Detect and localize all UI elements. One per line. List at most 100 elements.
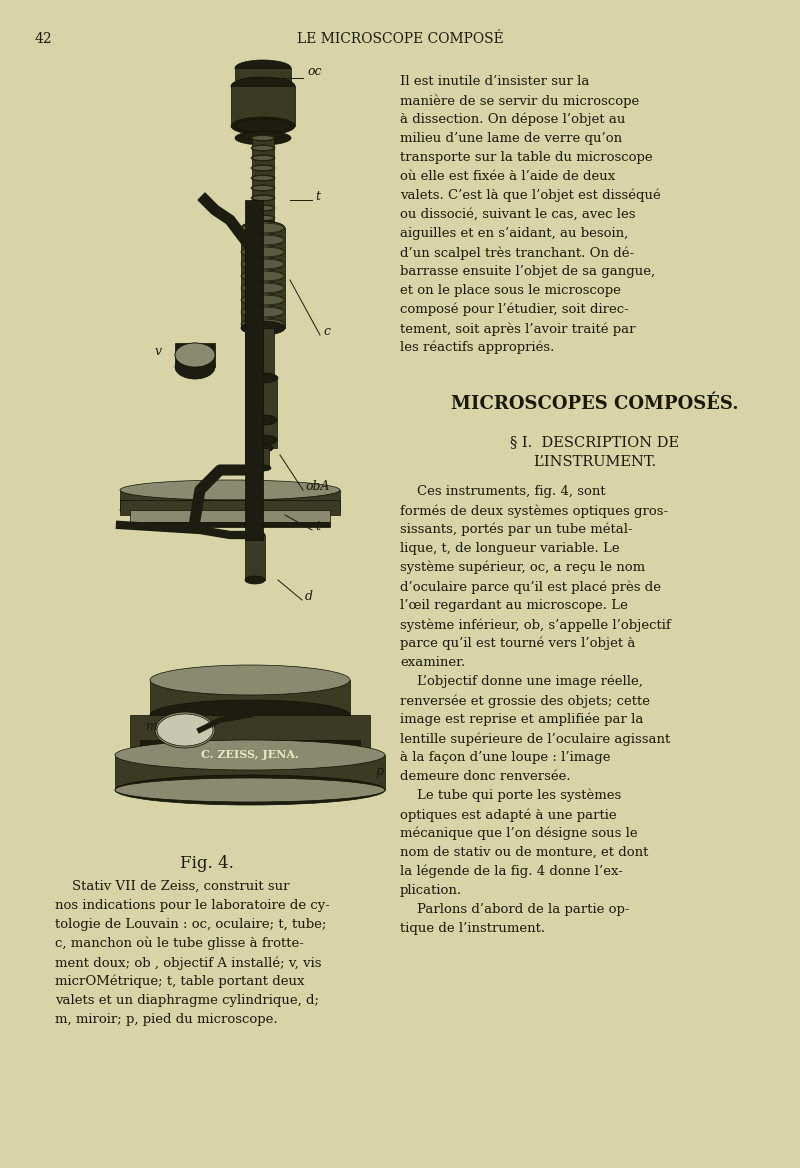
Text: obA: obA (305, 480, 330, 493)
Ellipse shape (241, 258, 285, 270)
Text: d’oculaire parce qu’il est placé près de: d’oculaire parce qu’il est placé près de (400, 580, 661, 593)
Ellipse shape (248, 373, 278, 383)
Ellipse shape (120, 480, 340, 500)
Ellipse shape (249, 434, 277, 445)
Text: MICROSCOPES COMPOSÉS.: MICROSCOPES COMPOSÉS. (451, 395, 739, 413)
Ellipse shape (241, 246, 285, 258)
Bar (245, 535, 265, 580)
Text: tologie de Louvain : oc, oculaire; t, tube;: tologie de Louvain : oc, oculaire; t, tu… (55, 918, 326, 931)
Text: LE MICROSCOPE COMPOSÉ: LE MICROSCOPE COMPOSÉ (297, 32, 503, 46)
Ellipse shape (251, 155, 275, 161)
Bar (115, 755, 385, 790)
Ellipse shape (255, 465, 271, 471)
Text: lentille supérieure de l’oculaire agissant: lentille supérieure de l’oculaire agissa… (400, 732, 670, 745)
Ellipse shape (175, 355, 215, 378)
Text: image est reprise et amplifiée par la: image est reprise et amplifiée par la (400, 712, 643, 726)
Bar (120, 500, 340, 515)
Ellipse shape (252, 146, 274, 151)
Text: m, miroir; p, pied du microscope.: m, miroir; p, pied du microscope. (55, 1013, 278, 1026)
Ellipse shape (242, 296, 284, 305)
Ellipse shape (155, 712, 215, 748)
Bar (175, 343, 215, 367)
Text: aiguilles et en s’aidant, au besoin,: aiguilles et en s’aidant, au besoin, (400, 227, 628, 239)
Text: nos indications pour le laboratoire de cy-: nos indications pour le laboratoire de c… (55, 899, 330, 912)
Ellipse shape (251, 175, 275, 181)
Ellipse shape (251, 206, 275, 211)
Ellipse shape (175, 343, 215, 367)
Bar (252, 138, 274, 228)
Ellipse shape (242, 319, 284, 329)
Ellipse shape (242, 246, 284, 257)
Ellipse shape (249, 415, 277, 425)
Ellipse shape (235, 131, 291, 145)
Ellipse shape (175, 343, 215, 367)
Text: composé pour l’étudier, soit direc-: composé pour l’étudier, soit direc- (400, 303, 629, 317)
Ellipse shape (115, 741, 385, 770)
Ellipse shape (251, 135, 275, 141)
Ellipse shape (231, 117, 295, 135)
Text: Parlons d’abord de la partie op-: Parlons d’abord de la partie op- (400, 903, 630, 916)
Ellipse shape (231, 77, 295, 95)
Text: p: p (375, 765, 383, 778)
Ellipse shape (150, 665, 350, 695)
Ellipse shape (251, 165, 275, 171)
Text: lique, t, de longueur variable. Le: lique, t, de longueur variable. Le (400, 542, 620, 555)
Text: Ces instruments, fig. 4, sont: Ces instruments, fig. 4, sont (400, 485, 606, 498)
Text: milieu d’une lame de verre qu’on: milieu d’une lame de verre qu’on (400, 132, 622, 145)
Ellipse shape (115, 776, 385, 805)
Text: valets. C’est là que l’objet est disséqué: valets. C’est là que l’objet est disséqu… (400, 189, 661, 202)
Text: nom de stativ ou de monture, et dont: nom de stativ ou de monture, et dont (400, 846, 648, 858)
Text: m: m (145, 719, 157, 734)
Text: v: v (155, 345, 162, 359)
Text: l’œil regardant au microscope. Le: l’œil regardant au microscope. Le (400, 599, 628, 612)
Ellipse shape (253, 444, 273, 452)
Text: t: t (315, 520, 320, 533)
Text: d’un scalpel très tranchant. On dé-: d’un scalpel très tranchant. On dé- (400, 246, 634, 259)
Bar (140, 741, 360, 770)
Text: plication.: plication. (400, 884, 462, 897)
Ellipse shape (241, 222, 285, 234)
Text: les réactifs appropriés.: les réactifs appropriés. (400, 341, 554, 355)
Bar (249, 126, 277, 138)
Bar (245, 200, 263, 540)
Text: manière de se servir du microscope: manière de se servir du microscope (400, 93, 639, 107)
Text: Stativ VII de Zeiss, construit sur: Stativ VII de Zeiss, construit sur (55, 880, 290, 894)
Ellipse shape (115, 778, 385, 802)
Bar (248, 220, 258, 245)
Text: § I.  DESCRIPTION DE: § I. DESCRIPTION DE (510, 434, 679, 449)
Bar (130, 522, 330, 527)
Ellipse shape (235, 119, 291, 133)
Ellipse shape (235, 60, 291, 76)
Ellipse shape (241, 270, 285, 281)
Text: et on le place sous le microscope: et on le place sous le microscope (400, 284, 621, 297)
Ellipse shape (242, 307, 284, 317)
Text: parce qu’il est tourné vers l’objet à: parce qu’il est tourné vers l’objet à (400, 637, 635, 651)
Ellipse shape (242, 259, 284, 269)
Bar (249, 378, 277, 449)
Ellipse shape (120, 500, 340, 520)
Ellipse shape (241, 221, 285, 235)
Text: 42: 42 (35, 32, 53, 46)
Bar (231, 86, 295, 126)
Text: ment doux; ob , objectif A installé; v, vis: ment doux; ob , objectif A installé; v, … (55, 955, 322, 969)
Text: L’objectif donne une image réelle,: L’objectif donne une image réelle, (400, 675, 643, 688)
Text: C. ZEISS, JENA.: C. ZEISS, JENA. (201, 750, 299, 760)
Text: demeure donc renversée.: demeure donc renversée. (400, 770, 570, 783)
Text: barrasse ensuite l’objet de sa gangue,: barrasse ensuite l’objet de sa gangue, (400, 265, 655, 278)
Ellipse shape (242, 223, 284, 232)
Text: valets et un diaphragme cylindrique, d;: valets et un diaphragme cylindrique, d; (55, 994, 319, 1007)
Text: Fig. 4.: Fig. 4. (180, 855, 234, 872)
Ellipse shape (252, 175, 274, 181)
Text: tique de l’instrument.: tique de l’instrument. (400, 922, 545, 936)
Text: mécanique que l’on désigne sous le: mécanique que l’on désigne sous le (400, 827, 638, 841)
Bar (130, 715, 370, 755)
Text: formés de deux systèmes optiques gros-: formés de deux systèmes optiques gros- (400, 505, 668, 517)
Ellipse shape (245, 531, 265, 538)
Text: oc: oc (307, 65, 322, 78)
Ellipse shape (235, 78, 291, 93)
Text: renversée et grossie des objets; cette: renversée et grossie des objets; cette (400, 694, 650, 708)
Text: t: t (315, 190, 320, 203)
Ellipse shape (242, 271, 284, 281)
Text: L’INSTRUMENT.: L’INSTRUMENT. (534, 456, 657, 470)
Ellipse shape (253, 444, 273, 452)
